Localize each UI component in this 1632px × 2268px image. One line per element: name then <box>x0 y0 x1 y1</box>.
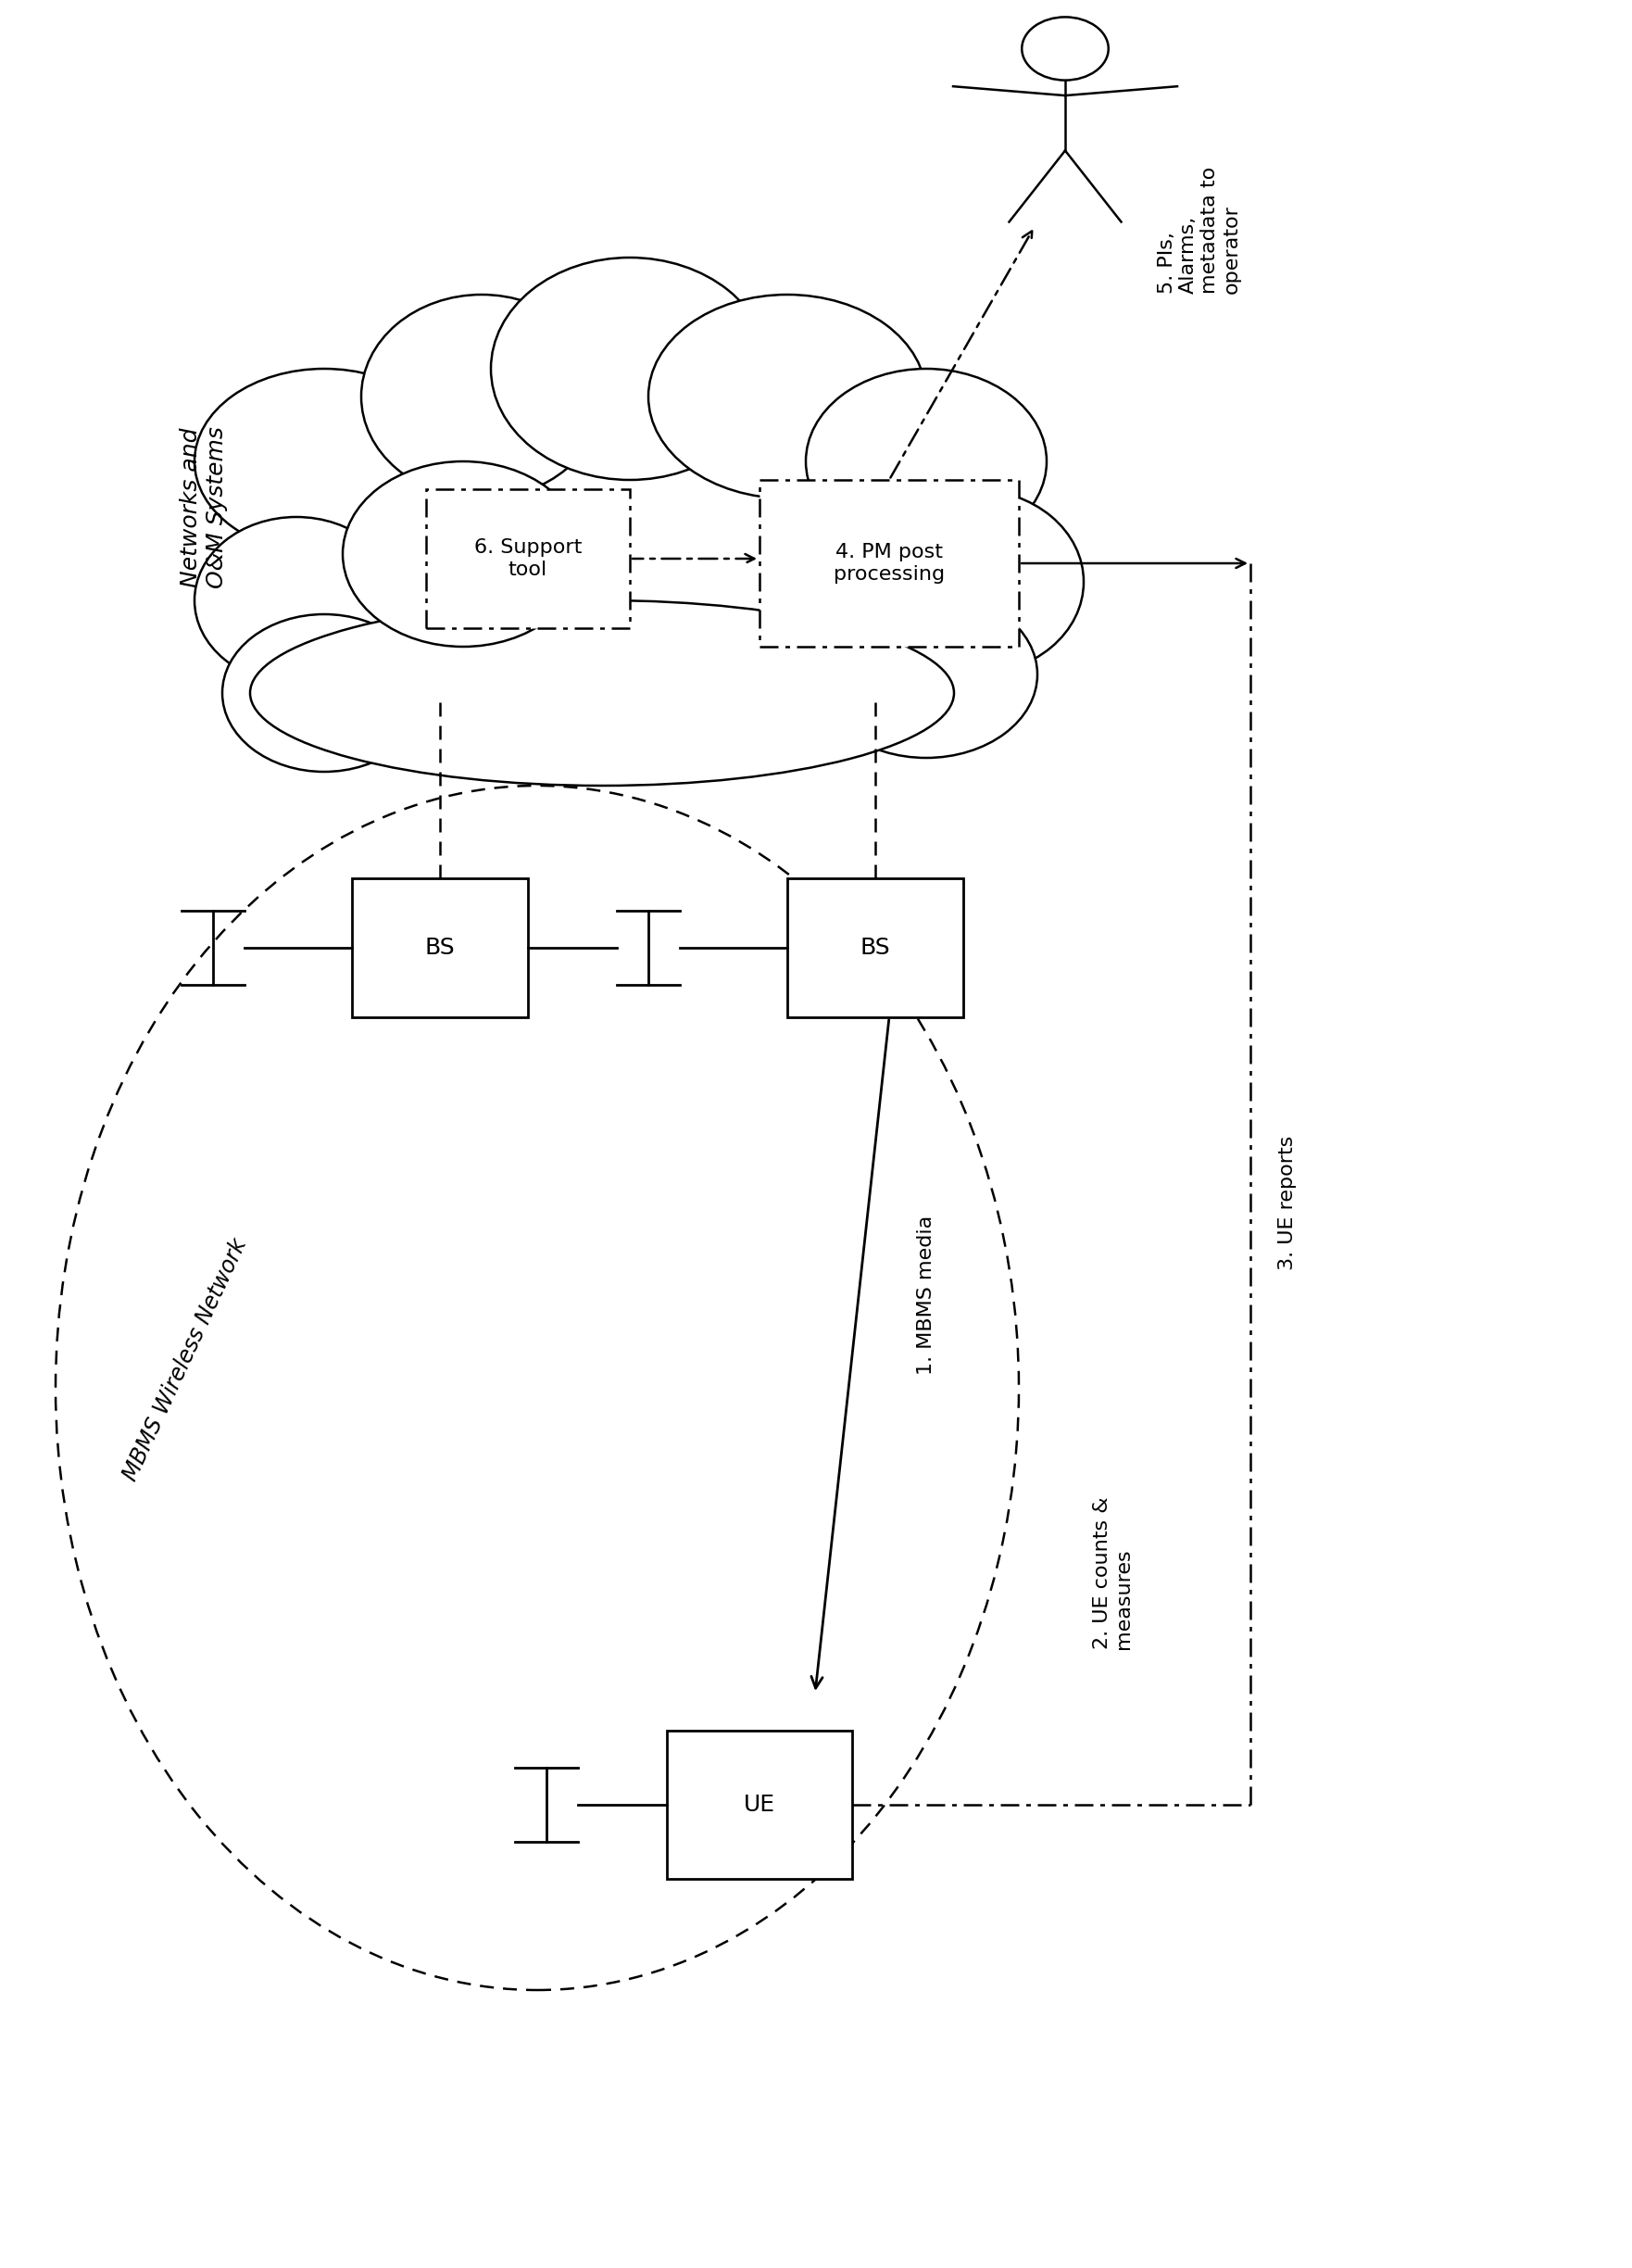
Text: 2. UE counts &
measures: 2. UE counts & measures <box>1093 1497 1133 1649</box>
Text: BS: BS <box>424 937 455 959</box>
Ellipse shape <box>814 592 1038 758</box>
FancyBboxPatch shape <box>426 490 630 628</box>
Ellipse shape <box>194 517 398 683</box>
Ellipse shape <box>862 490 1084 674</box>
Text: BS: BS <box>860 937 891 959</box>
Text: 5. PIs,
Alarms,
metadata to
operator: 5. PIs, Alarms, metadata to operator <box>1157 166 1240 293</box>
Ellipse shape <box>194 370 454 553</box>
Text: 4. PM post
processing: 4. PM post processing <box>834 544 945 583</box>
Text: 6. Support
tool: 6. Support tool <box>473 540 583 578</box>
Ellipse shape <box>343 460 584 646</box>
Ellipse shape <box>648 295 927 499</box>
Text: Networks and
O&M Systems: Networks and O&M Systems <box>180 426 228 590</box>
Text: 3. UE reports: 3. UE reports <box>1278 1136 1297 1270</box>
Ellipse shape <box>250 601 955 785</box>
Text: 1. MBMS media: 1. MBMS media <box>917 1216 935 1374</box>
Ellipse shape <box>361 295 602 499</box>
FancyBboxPatch shape <box>759 481 1018 646</box>
Ellipse shape <box>222 615 426 771</box>
Text: UE: UE <box>744 1794 775 1817</box>
Ellipse shape <box>491 259 769 481</box>
FancyBboxPatch shape <box>787 878 963 1018</box>
Ellipse shape <box>806 370 1046 553</box>
Text: MBMS Wireless Network: MBMS Wireless Network <box>119 1236 251 1486</box>
FancyBboxPatch shape <box>353 878 527 1018</box>
FancyBboxPatch shape <box>667 1730 852 1878</box>
